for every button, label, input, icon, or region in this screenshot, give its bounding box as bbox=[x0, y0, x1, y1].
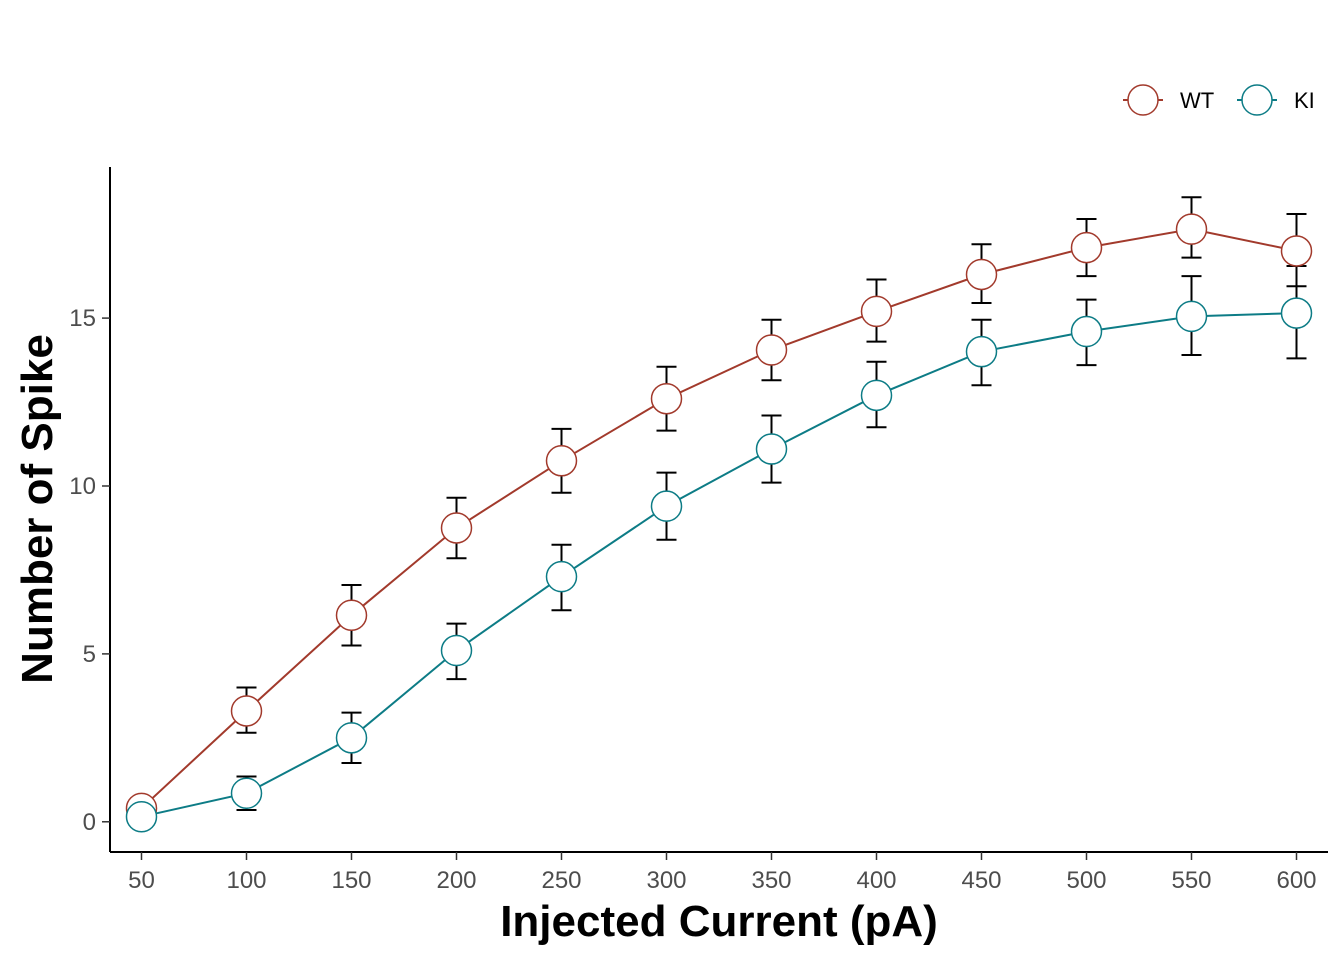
y-tick-label-5: 5 bbox=[83, 641, 96, 668]
x-axis-title: Injected Current (pA) bbox=[500, 897, 938, 946]
x-tick-label-450: 450 bbox=[961, 867, 1001, 894]
y-axis-title: Number of Spike bbox=[13, 334, 62, 684]
data-point-ki-200 bbox=[440, 634, 473, 667]
data-point-ki-250 bbox=[545, 560, 578, 593]
x-tick-label-300: 300 bbox=[646, 867, 686, 894]
data-point-ki-150 bbox=[335, 722, 368, 754]
data-point-wt-350 bbox=[755, 334, 788, 366]
data-point-ki-350 bbox=[755, 433, 788, 465]
x-tick-label-350: 350 bbox=[751, 867, 791, 894]
data-point-wt-550 bbox=[1175, 213, 1208, 245]
x-tick-label-550: 550 bbox=[1171, 867, 1211, 894]
data-point-wt-200 bbox=[440, 512, 473, 544]
data-point-ki-400 bbox=[860, 379, 893, 412]
data-point-wt-400 bbox=[860, 295, 893, 328]
data-point-wt-250 bbox=[545, 445, 578, 477]
legend-key-point-wt bbox=[1127, 84, 1159, 116]
data-points bbox=[125, 213, 1313, 833]
y-tick-label-15: 15 bbox=[69, 305, 96, 332]
data-point-wt-300 bbox=[650, 382, 683, 415]
data-point-wt-600 bbox=[1280, 235, 1313, 267]
legend-key-point-ki bbox=[1241, 84, 1273, 116]
data-point-ki-50 bbox=[125, 800, 158, 833]
x-tick-label-250: 250 bbox=[541, 867, 581, 894]
series-line-wt bbox=[140, 228, 1297, 810]
x-tick-label-500: 500 bbox=[1066, 867, 1106, 894]
data-point-wt-100 bbox=[230, 695, 263, 727]
legend-label-ki: KI bbox=[1294, 88, 1315, 113]
series-line-ki bbox=[141, 312, 1297, 818]
y-ticks: 0 5 10 15 bbox=[69, 305, 110, 836]
x-tick-label-200: 200 bbox=[436, 867, 476, 894]
x-tick-label-50: 50 bbox=[128, 867, 155, 894]
x-tick-label-100: 100 bbox=[226, 867, 266, 894]
data-point-wt-500 bbox=[1070, 231, 1103, 264]
x-tick-label-150: 150 bbox=[331, 867, 371, 894]
series-lines bbox=[140, 228, 1297, 818]
y-tick-label-0: 0 bbox=[83, 809, 96, 836]
x-ticks: 50 100 150 200 250 300 350 400 450 500 550 600 bbox=[128, 852, 1317, 894]
x-tick-label-400: 400 bbox=[856, 867, 896, 894]
legend: WT KI bbox=[1123, 84, 1315, 116]
legend-label-wt: WT bbox=[1180, 88, 1214, 113]
data-point-wt-150 bbox=[335, 599, 368, 632]
data-point-ki-100 bbox=[230, 777, 263, 809]
data-point-wt-450 bbox=[965, 258, 998, 291]
axes bbox=[109, 167, 1328, 853]
data-point-ki-550 bbox=[1175, 300, 1208, 333]
x-tick-label-600: 600 bbox=[1276, 867, 1316, 894]
y-tick-label-10: 10 bbox=[69, 473, 96, 500]
data-point-ki-500 bbox=[1070, 315, 1103, 348]
data-point-ki-450 bbox=[965, 335, 998, 368]
data-point-ki-600 bbox=[1280, 297, 1313, 329]
data-point-ki-300 bbox=[650, 490, 683, 522]
